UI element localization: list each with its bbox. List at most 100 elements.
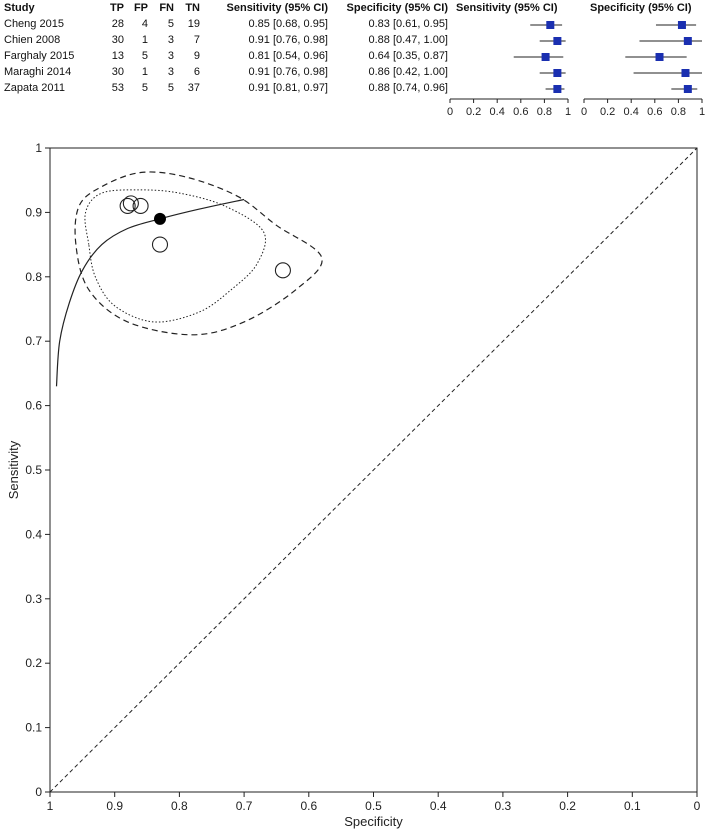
specificity-ci: 0.88 [0.47, 1.00] — [368, 34, 448, 46]
sroc-plot: 1 0.9 0.8 0.7 0.6 0.5 0.4 0.3 0.2 0.1 0 0 0.1 0.2 0.3 0… — [6, 141, 701, 829]
sroc-y-tick-label: 0.1 — [25, 721, 42, 735]
sens-forest-tick-label: 0 — [447, 106, 453, 118]
sroc-x-tick-label: 0.6 — [300, 799, 317, 813]
fp-value: 4 — [141, 18, 148, 30]
sroc-x-tick-label: 0.5 — [365, 799, 382, 813]
fp-value: 5 — [141, 82, 148, 94]
sens-forest-tick-label: 0.6 — [513, 106, 528, 118]
tp-value: 28 — [111, 18, 124, 30]
tp-value: 30 — [111, 66, 124, 78]
sroc-y-tick-label: 0.5 — [25, 463, 42, 477]
specificity-forest-plot: 0 0.2 0.4 0.6 0.8 1 — [581, 21, 705, 118]
tn-value: 9 — [193, 50, 200, 62]
tp-value: 30 — [111, 34, 124, 46]
sens-forest-estimate-marker — [553, 37, 562, 45]
specificity-ci: 0.64 [0.35, 0.87] — [368, 50, 448, 62]
sroc-x-tick-label: 0 — [694, 799, 701, 813]
sens-forest-tick-label: 1 — [565, 106, 571, 118]
sroc-study-point — [151, 236, 169, 253]
sroc-study-point — [119, 197, 136, 215]
study-name: Zapata 2011 — [4, 82, 65, 94]
study-name: Chien 2008 — [4, 34, 61, 46]
fp-value: 1 — [141, 34, 148, 46]
sens-forest-estimate-marker — [553, 69, 562, 77]
table-row: Farghaly 2015 13 5 3 9 0.81 [0.54, 0.96]… — [0, 48, 450, 64]
spec-forest-tick-label: 0.4 — [624, 106, 639, 118]
tn-value: 6 — [193, 66, 200, 78]
sroc-y-tick-label: 0.3 — [25, 592, 42, 606]
sensitivity-ci: 0.85 [0.68, 0.95] — [248, 18, 328, 30]
sroc-y-axis-label: Sensitivity — [6, 440, 21, 499]
spec-forest-tick-label: 1 — [699, 106, 705, 118]
sroc-x-tick-label: 0.3 — [495, 799, 512, 813]
spec-forest-estimate-marker — [683, 85, 692, 93]
sens-forest-estimate-marker — [546, 21, 555, 29]
study-name: Maraghi 2014 — [4, 66, 72, 78]
fn-value: 3 — [167, 66, 174, 78]
sensitivity-forest-plot: 0 0.2 0.4 0.6 0.8 1 — [447, 21, 571, 118]
sens-forest-estimate-marker — [553, 85, 562, 93]
spec-forest-tick-label: 0.8 — [671, 106, 686, 118]
header-study: Study — [4, 2, 35, 14]
header-sensitivity: Sensitivity (95% CI) — [226, 2, 328, 14]
sroc-chance-diagonal — [49, 147, 698, 793]
specificity-ci: 0.83 [0.61, 0.95] — [368, 18, 448, 30]
sroc-confidence-region — [84, 189, 267, 323]
spec-forest-estimate-marker — [655, 53, 664, 61]
sroc-x-tick-label: 0.8 — [171, 799, 188, 813]
sens-forest-estimate-marker — [541, 53, 550, 61]
spec-forest-estimate-marker — [677, 21, 686, 29]
sensitivity-ci: 0.81 [0.54, 0.96] — [248, 50, 328, 62]
specificity-ci: 0.88 [0.74, 0.96] — [368, 82, 448, 94]
sroc-summary-point — [153, 212, 166, 225]
header-fn: FN — [159, 2, 174, 14]
sroc-x-tick-label: 0.1 — [624, 799, 641, 813]
specificity-forest-title: Specificity (95% CI) — [590, 2, 692, 14]
sroc-y-tick-label: 0.2 — [25, 656, 42, 670]
table-row: Chien 2008 30 1 3 7 0.91 [0.76, 0.98] 0.… — [0, 32, 450, 48]
spec-forest-estimate-marker — [683, 37, 692, 45]
tn-value: 37 — [187, 82, 200, 94]
fn-value: 5 — [167, 82, 174, 94]
sroc-x-tick-label: 0.9 — [106, 799, 123, 813]
fn-value: 3 — [167, 50, 174, 62]
sens-forest-tick-label: 0.4 — [490, 106, 505, 118]
specificity-ci: 0.86 [0.42, 1.00] — [368, 66, 448, 78]
table-header-row: Study TP FP FN TN Sensitivity (95% CI) S… — [0, 0, 450, 16]
sroc-y-tick-label: 1 — [35, 141, 42, 155]
sensitivity-ci: 0.91 [0.76, 0.98] — [248, 66, 328, 78]
sensitivity-ci: 0.91 [0.81, 0.97] — [248, 82, 328, 94]
sroc-y-tick-label: 0.9 — [25, 205, 42, 219]
spec-forest-tick-label: 0.6 — [647, 106, 662, 118]
fp-value: 5 — [141, 50, 148, 62]
sroc-study-point — [122, 195, 139, 212]
tp-value: 13 — [111, 50, 124, 62]
sroc-x-axis-label: Specificity — [344, 814, 403, 829]
sroc-x-tick-label: 0.2 — [559, 799, 576, 813]
header-tp: TP — [109, 2, 124, 14]
fp-value: 1 — [141, 66, 148, 78]
sroc-curve — [55, 198, 245, 387]
table-row: Zapata 2011 53 5 5 37 0.91 [0.81, 0.97] … — [0, 80, 450, 96]
header-fp: FP — [133, 2, 148, 14]
fn-value: 3 — [167, 34, 174, 46]
sroc-x-tick-label: 1 — [47, 799, 54, 813]
spec-forest-estimate-marker — [681, 69, 690, 77]
study-name: Farghaly 2015 — [4, 50, 75, 62]
tp-value: 53 — [111, 82, 124, 94]
sens-forest-tick-label: 0.8 — [537, 106, 552, 118]
study-name: Cheng 2015 — [4, 18, 64, 30]
sensitivity-ci: 0.91 [0.76, 0.98] — [248, 34, 328, 46]
sroc-y-tick-label: 0 — [35, 785, 42, 799]
sroc-y-tick-label: 0.8 — [25, 270, 42, 284]
tn-value: 7 — [193, 34, 200, 46]
table-row: Cheng 2015 28 4 5 19 0.85 [0.68, 0.95] 0… — [0, 16, 450, 32]
fn-value: 5 — [167, 18, 174, 30]
sroc-x-tick-label: 0.4 — [430, 799, 447, 813]
sens-forest-tick-label: 0.2 — [466, 106, 481, 118]
sroc-x-tick-label: 0.7 — [236, 799, 253, 813]
spec-forest-tick-label: 0.2 — [600, 106, 615, 118]
sroc-prediction-region — [74, 171, 323, 336]
spec-forest-tick-label: 0 — [581, 106, 587, 118]
sroc-y-tick-label: 0.4 — [25, 527, 42, 541]
